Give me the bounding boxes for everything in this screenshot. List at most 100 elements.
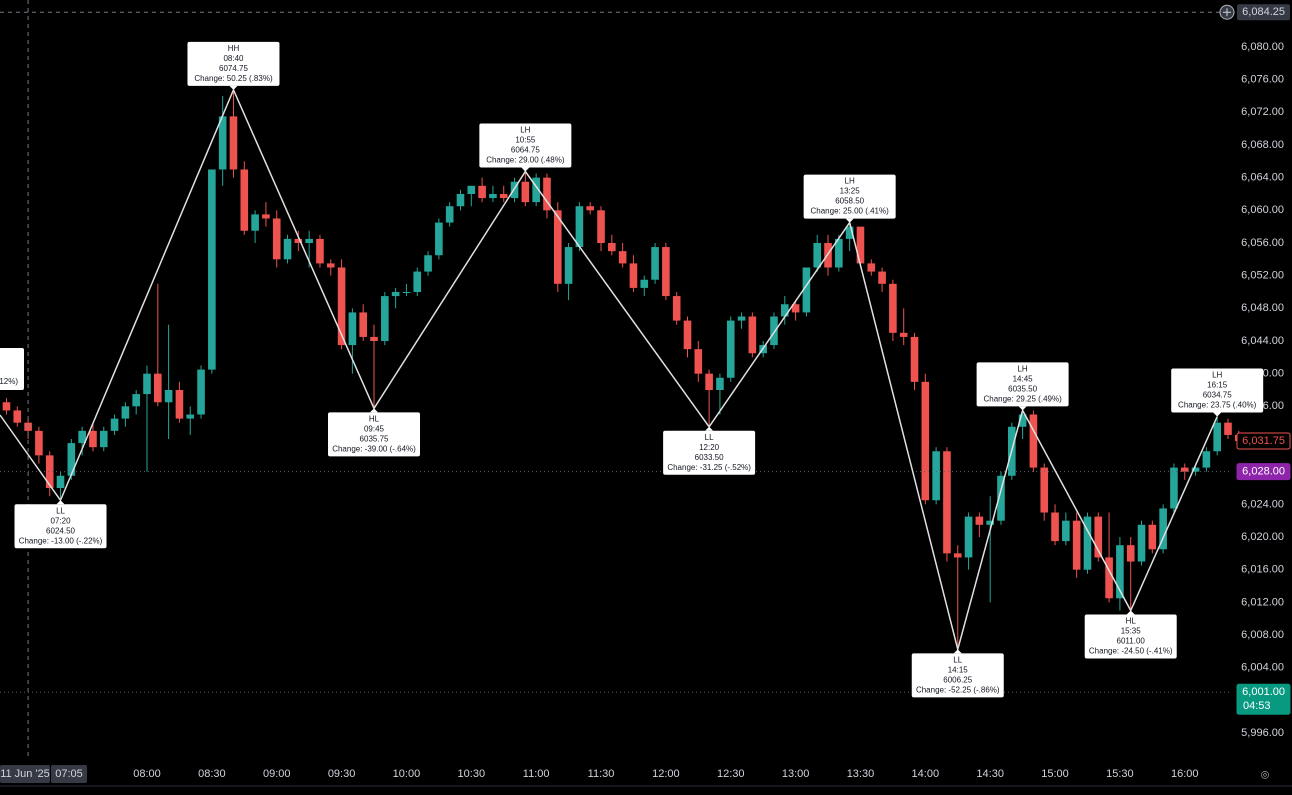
candle-body bbox=[467, 185, 476, 194]
candle-body bbox=[1105, 557, 1113, 599]
pivot-box bbox=[0, 348, 24, 390]
pivot-label: LL bbox=[705, 433, 714, 442]
candle-body bbox=[456, 193, 465, 207]
candle-body bbox=[640, 279, 649, 288]
candle-body bbox=[997, 475, 1005, 521]
pivot-change: Change: 50.25 (.83%) bbox=[194, 74, 273, 83]
candle-body bbox=[975, 516, 984, 525]
pivot-change: Change: 23.75 (.40%) bbox=[1178, 401, 1257, 410]
candle-body bbox=[651, 247, 659, 280]
pivot-box bbox=[976, 362, 1069, 407]
candle-body bbox=[1191, 467, 1200, 472]
candle-body bbox=[845, 226, 854, 239]
x-tick-label: 14:30 bbox=[976, 768, 1004, 780]
candle-body bbox=[67, 443, 76, 476]
candle-body bbox=[370, 336, 378, 341]
candle-body bbox=[478, 185, 486, 199]
candle-body bbox=[1180, 467, 1189, 472]
candle-body bbox=[78, 430, 86, 444]
candle-body bbox=[305, 238, 313, 243]
pivot-change: Change: -31.25 (-.52%) bbox=[667, 463, 751, 472]
pivot-pointer bbox=[705, 426, 714, 431]
candle-body bbox=[867, 263, 876, 272]
candle-body bbox=[726, 320, 735, 378]
pivot-change: Change: 25.00 (.41%) bbox=[811, 207, 890, 216]
y-tick-label: 6,068.00 bbox=[1241, 139, 1284, 151]
countdown-label: 04:53 bbox=[1243, 700, 1271, 712]
y-tick-label: 6,020.00 bbox=[1241, 531, 1284, 543]
x-tick-label: 15:00 bbox=[1041, 768, 1069, 780]
pivot-change: Change: -24.50 (-.41%) bbox=[1089, 647, 1173, 656]
y-tick-label: 6,004.00 bbox=[1241, 662, 1284, 674]
x-tick-label: 08:00 bbox=[133, 768, 161, 780]
pivot-pointer bbox=[845, 218, 854, 223]
candle-body bbox=[1029, 414, 1038, 468]
candle-body bbox=[683, 320, 692, 350]
candle-body bbox=[1051, 512, 1059, 542]
candle-body bbox=[921, 381, 930, 501]
candle-body bbox=[35, 430, 43, 456]
x-tick-label: 13:00 bbox=[782, 768, 810, 780]
y-tick-label: 6,052.00 bbox=[1241, 270, 1284, 282]
candle-body bbox=[608, 242, 616, 252]
y-tick-label: 6,016.00 bbox=[1241, 564, 1284, 576]
candle-body bbox=[1126, 545, 1135, 562]
candle-body bbox=[953, 553, 962, 558]
y-tick-label: 6,060.00 bbox=[1241, 204, 1284, 216]
candle-body bbox=[835, 238, 843, 268]
pivot-box bbox=[14, 504, 107, 549]
pivot-price: 6033.50 bbox=[695, 453, 724, 462]
candle-body bbox=[899, 332, 908, 337]
candle-body bbox=[89, 430, 97, 448]
pivot-time: 16:15 bbox=[1207, 381, 1228, 390]
candle-body bbox=[1072, 520, 1081, 570]
pivot-price: 6006.25 bbox=[943, 675, 972, 684]
pivot-time: 15:35 bbox=[1121, 627, 1142, 636]
candle-body bbox=[932, 451, 940, 501]
pivot-time: 10:55 bbox=[515, 136, 536, 145]
crosshair-price-label: 6,084.25 bbox=[1242, 6, 1285, 18]
candle-body bbox=[1159, 508, 1167, 550]
candle-body bbox=[326, 263, 335, 268]
candle-body bbox=[164, 390, 173, 403]
pivot-time: 12:20 bbox=[699, 443, 720, 452]
candle-body bbox=[489, 193, 497, 199]
price-badge-label: 6,028.00 bbox=[1242, 466, 1285, 478]
pivot-pointer bbox=[229, 85, 238, 90]
price-badge bbox=[1236, 683, 1291, 715]
candle-body bbox=[1094, 516, 1103, 558]
candle-body bbox=[878, 271, 886, 284]
candle-body bbox=[1224, 422, 1232, 435]
candle-body bbox=[208, 169, 216, 370]
pivot-price: 6011.00 bbox=[1117, 637, 1146, 646]
pivot-time: 14:45 bbox=[1013, 375, 1034, 384]
candle-body bbox=[445, 206, 454, 223]
pivot-price: 6035.50 bbox=[1008, 385, 1037, 394]
candle-body bbox=[251, 214, 259, 231]
candle-body bbox=[143, 373, 151, 395]
candle-body bbox=[348, 312, 357, 346]
candle-body bbox=[597, 210, 605, 243]
candle-body bbox=[1170, 467, 1178, 509]
pivot-price: 6024.50 bbox=[46, 526, 75, 535]
candle-body bbox=[435, 222, 443, 256]
candle-body bbox=[218, 116, 227, 170]
candle-body bbox=[1202, 451, 1211, 468]
x-tick-label: 10:00 bbox=[393, 768, 421, 780]
candle-body bbox=[964, 516, 973, 558]
pivot-label: LH bbox=[520, 126, 530, 135]
candle-body bbox=[564, 247, 573, 284]
y-tick-label: 6,064.00 bbox=[1241, 172, 1284, 184]
candle-body bbox=[510, 181, 519, 199]
pivot-change: .12%) bbox=[0, 377, 18, 386]
x-tick-label: 12:30 bbox=[717, 768, 745, 780]
candle-body bbox=[283, 238, 292, 260]
candle-body bbox=[1213, 422, 1221, 452]
candle-body bbox=[45, 455, 54, 489]
crosshair-date-badge bbox=[0, 765, 50, 783]
candle-body bbox=[694, 349, 703, 374]
candle-body bbox=[381, 296, 389, 341]
pivot-box bbox=[803, 174, 896, 219]
crosshair-time: 07:05 bbox=[55, 768, 83, 780]
